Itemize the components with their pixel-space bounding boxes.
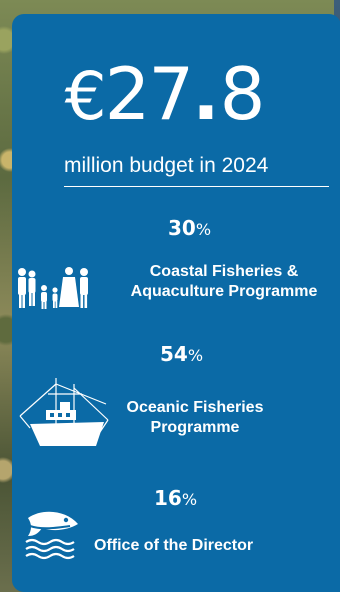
director-percent: 16% <box>154 486 197 510</box>
director-percent-value: 16 <box>154 486 182 510</box>
divider <box>64 186 329 187</box>
currency-symbol: € <box>64 58 107 135</box>
budget-panel: €27.8 million budget in 2024 30% <box>12 14 340 592</box>
oceanic-percent-value: 54 <box>160 342 188 366</box>
amount-decimal: 8 <box>219 52 266 136</box>
oceanic-label: Oceanic Fisheries Programme <box>110 398 280 438</box>
director-label: Office of the Director <box>94 536 290 556</box>
coastal-label-line2: Aquaculture Programme <box>130 283 318 300</box>
oceanic-percent-symbol: % <box>187 346 204 365</box>
budget-subtitle: million budget in 2024 <box>64 154 269 177</box>
director-percent-symbol: % <box>181 490 198 509</box>
coastal-label: Coastal Fisheries & Aquaculture Programm… <box>124 262 324 302</box>
budget-amount: €27.8 <box>12 58 318 130</box>
coastal-percent-value: 30 <box>168 216 196 240</box>
oceanic-label-line1: Oceanic Fisheries <box>126 399 264 416</box>
fishing-vessel-icon <box>19 378 109 446</box>
fish-waves-logo-icon <box>25 511 78 560</box>
director-label-line1: Office of the Director <box>94 537 254 554</box>
oceanic-label-line2: Programme <box>150 419 240 436</box>
coastal-percent-symbol: % <box>195 220 212 239</box>
oceanic-percent: 54% <box>160 342 203 366</box>
amount-decimal-point: . <box>192 52 220 136</box>
coastal-percent: 30% <box>168 216 211 240</box>
amount-integer: 27 <box>104 52 195 136</box>
people-family-icon <box>18 267 88 309</box>
coastal-label-line1: Coastal Fisheries & <box>149 263 299 280</box>
